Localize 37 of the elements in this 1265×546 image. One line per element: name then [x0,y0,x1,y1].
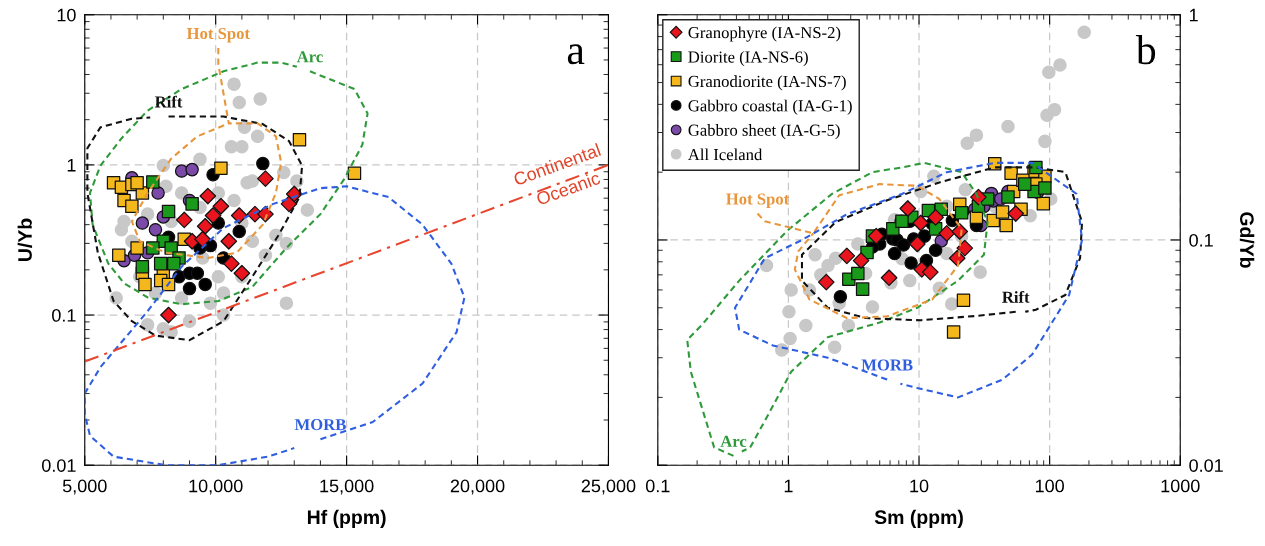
x-tick-label: 25,000 [581,479,636,495]
x-tick-label: 1 [784,479,793,493]
y-axis-title: Gd/Yb [1239,212,1255,268]
x-axis-title: Sm (ppm) [874,509,963,528]
series-label: Arc [720,435,747,447]
series-label: Rift [154,95,183,108]
legend-label: Diorite (IA-NS-6) [688,50,808,67]
x-tick-label: 1000 [1161,479,1200,493]
y-tick-label: 1 [67,159,76,172]
x-tick-label: 0.1 [645,479,670,493]
y-tick-label: 0.1 [52,308,76,322]
annotation: b [1135,35,1156,65]
series-label: Rift [1002,290,1030,303]
legend-label: Gabbro coastal (IA-G-1) [688,99,852,115]
y-tick-label: 10 [57,8,76,22]
x-axis-title: Hf (ppm) [307,509,386,528]
y-tick-label: 0.01 [1189,459,1223,472]
y-tick-label: 1 [1189,8,1198,22]
series-label: MORB [861,359,913,371]
y-axis-title: U/Yb [17,218,33,261]
series-label: Arc [296,51,323,63]
x-tick-label: 100 [1035,479,1064,493]
annotation: a [567,44,585,65]
y-tick-label: 0.1 [1189,233,1213,247]
legend-label: All Iceland [687,148,763,161]
series-label: Hot Spot [186,27,250,43]
y-tick-label: 0.01 [41,459,76,472]
series-label: MORB [294,419,346,431]
legend-label: Gabbro sheet (IA-G-5) [688,124,840,140]
x-tick-label: 15,000 [320,479,374,495]
x-tick-label: 20,000 [450,479,505,495]
x-tick-label: 5,000 [62,479,107,495]
series-label: Hot Spot [726,193,790,208]
legend-label: Granodiorite (IA-NS-7) [688,75,846,91]
x-tick-label: 10 [910,479,929,493]
x-tick-label: 10,000 [189,479,243,495]
legend-label: Granophyre (IA-NS-2) [688,26,841,42]
